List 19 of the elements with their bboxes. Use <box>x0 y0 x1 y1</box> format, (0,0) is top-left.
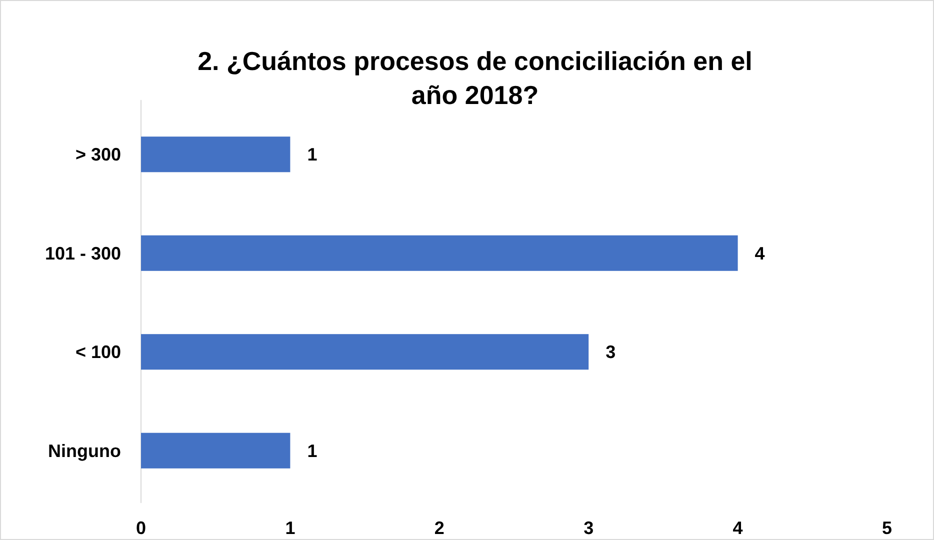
data-label: 1 <box>307 440 318 461</box>
x-tick-label: 5 <box>882 518 892 538</box>
y-tick-label: Ninguno <box>48 440 121 461</box>
x-tick-label: 2 <box>434 518 444 538</box>
bar <box>141 235 738 271</box>
x-tick-label: 3 <box>584 518 594 538</box>
data-label: 3 <box>606 342 616 362</box>
x-tick-label: 1 <box>285 518 296 538</box>
bar <box>141 432 290 468</box>
chart-title: 2. ¿Cuántos procesos de conciciliación en el año 2018? <box>198 46 752 110</box>
y-tick-label: 101 - 300 <box>44 243 121 264</box>
data-label: 1 <box>307 144 318 165</box>
bar <box>141 334 589 370</box>
x-tick-label: 4 <box>732 518 743 538</box>
x-tick-label: 0 <box>136 518 146 538</box>
data-label: 4 <box>754 243 765 264</box>
bar <box>141 136 290 172</box>
y-tick-label: > 300 <box>75 144 121 165</box>
y-tick-label: < 100 <box>75 342 121 362</box>
